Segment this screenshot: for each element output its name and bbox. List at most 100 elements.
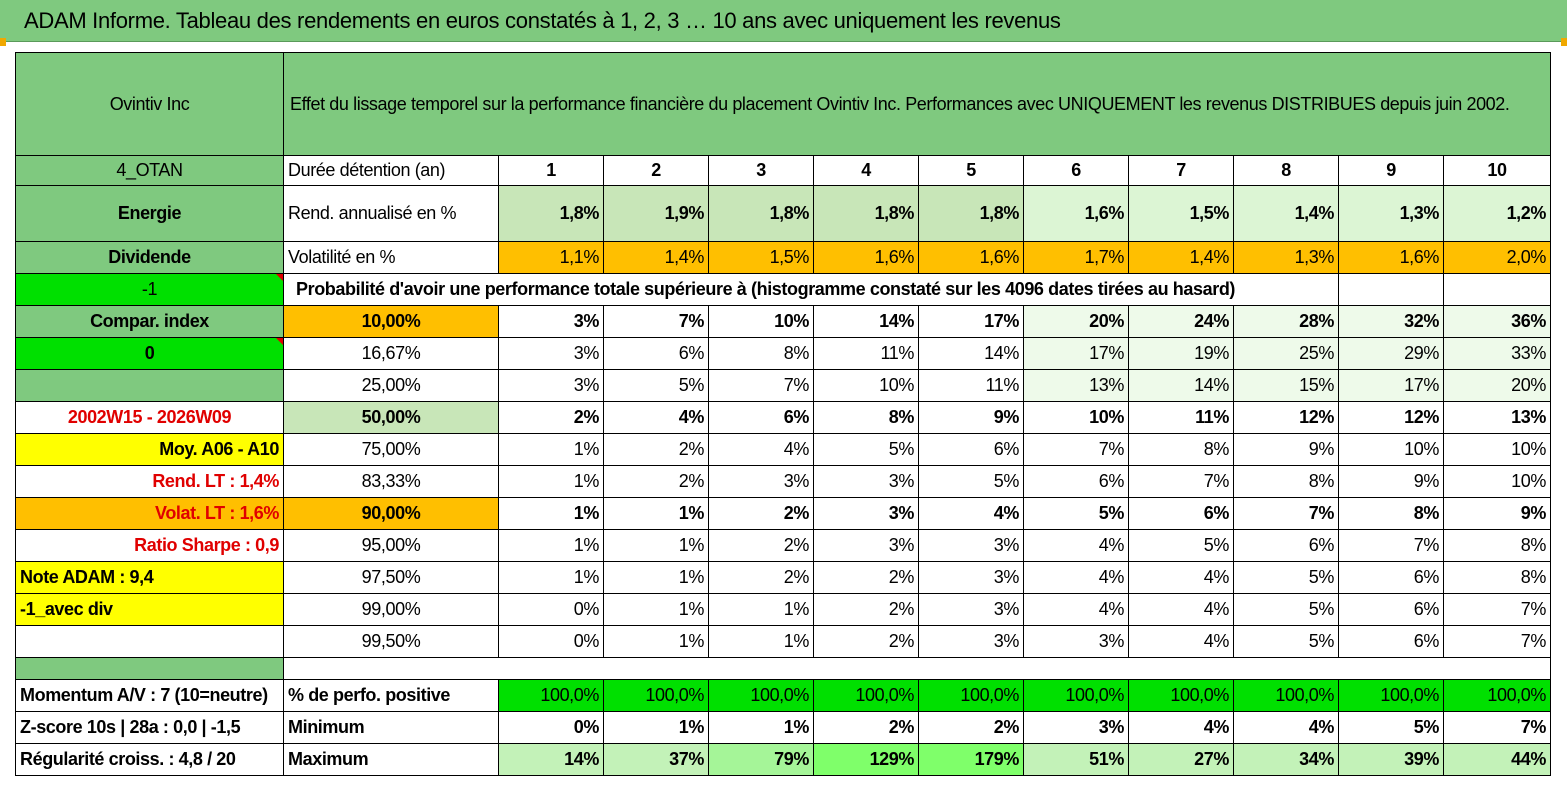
- proba-value: 11%: [813, 337, 919, 370]
- proba-value: 4%: [1023, 529, 1129, 562]
- rend-label: Rend. annualisé en %: [283, 185, 499, 242]
- maximum-value: 79%: [708, 743, 814, 776]
- proba-value: 7%: [1128, 465, 1234, 498]
- year-header: 9: [1338, 155, 1444, 186]
- proba-value: 2%: [603, 465, 709, 498]
- volat-value: 1,4%: [1128, 241, 1234, 274]
- perf-pos-value: 100,0%: [1023, 679, 1129, 712]
- minimum-value: 1%: [603, 711, 709, 744]
- rend-lt-label: Rend. LT : 1,4%: [15, 465, 284, 498]
- proba-value: 2%: [813, 625, 919, 658]
- rend-value: 1,8%: [918, 185, 1024, 242]
- proba-value: 29%: [1338, 337, 1444, 370]
- proba-label: Probabilité d'avoir une performance tota…: [283, 273, 1339, 306]
- proba-value: 9%: [918, 401, 1024, 434]
- proba-value: 2%: [708, 561, 814, 594]
- proba-threshold: 83,33%: [283, 465, 499, 498]
- proba-value: 5%: [918, 465, 1024, 498]
- proba-value: 17%: [1338, 369, 1444, 402]
- proba-value: 7%: [603, 305, 709, 338]
- proba-value: 25%: [1233, 337, 1339, 370]
- volat-lt-label: Volat. LT : 1,6%: [15, 497, 284, 530]
- maximum-value: 51%: [1023, 743, 1129, 776]
- proba-row: Ratio Sharpe : 0,9 95,00% 1% 1% 2% 3% 3% 4% 5% 6%…: [15, 529, 1551, 562]
- proba-value: 6%: [1338, 625, 1444, 658]
- year-header: 1: [498, 155, 604, 186]
- company-name: Ovintiv Inc: [15, 52, 284, 156]
- proba-value: 9%: [1338, 465, 1444, 498]
- perf-pos-value: 100,0%: [498, 679, 604, 712]
- proba-value: 2%: [708, 529, 814, 562]
- year-header: 10: [1443, 155, 1551, 186]
- maximum-label: Maximum: [283, 743, 499, 776]
- minimum-value: 2%: [918, 711, 1024, 744]
- minimum-value: 2%: [813, 711, 919, 744]
- rend-value: 1,3%: [1338, 185, 1444, 242]
- proba-value: 3%: [813, 465, 919, 498]
- type-label: Dividende: [15, 241, 284, 274]
- summary-row: Régularité croiss. : 4,8 / 20 Maximum 14% 3…: [15, 743, 1551, 776]
- perf-pos-label: % de perfo. positive: [283, 679, 499, 712]
- proba-value: 3%: [918, 561, 1024, 594]
- rend-value: 1,6%: [1023, 185, 1129, 242]
- proba-value: 20%: [1023, 305, 1129, 338]
- proba-value: 10%: [813, 369, 919, 402]
- proba-row: Volat. LT : 1,6% 90,00% 1% 1% 2% 3% 4% 5% 6% 7% 8%…: [15, 497, 1551, 530]
- proba-value: 2%: [813, 561, 919, 594]
- proba-value: 2%: [708, 497, 814, 530]
- volat-value: 1,7%: [1023, 241, 1129, 274]
- proba-value: 6%: [1023, 465, 1129, 498]
- avec-div-label: -1_avec div: [15, 593, 284, 626]
- volat-value: 1,4%: [603, 241, 709, 274]
- proba-value: 32%: [1338, 305, 1444, 338]
- proba-value: 10%: [1023, 401, 1129, 434]
- perf-pos-value: 100,0%: [1233, 679, 1339, 712]
- proba-threshold: 99,00%: [283, 593, 499, 626]
- proba-value: 15%: [1233, 369, 1339, 402]
- proba-threshold: 16,67%: [283, 337, 499, 370]
- proba-value: 8%: [1338, 497, 1444, 530]
- proba-value: 7%: [1233, 497, 1339, 530]
- proba-value: 8%: [1233, 465, 1339, 498]
- value-a: -1: [15, 273, 284, 306]
- year-header: 2: [603, 155, 709, 186]
- summary-row: Momentum A/V : 7 (10=neutre)% de perfo. …: [15, 679, 1551, 712]
- proba-value: 5%: [1233, 593, 1339, 626]
- proba-value: 14%: [813, 305, 919, 338]
- proba-value: 2%: [813, 593, 919, 626]
- volat-value: 1,6%: [918, 241, 1024, 274]
- proba-value: 17%: [1023, 337, 1129, 370]
- corner-marker-right: [1561, 38, 1567, 46]
- proba-value: 28%: [1233, 305, 1339, 338]
- proba-value: 2%: [603, 433, 709, 466]
- years-row: 4_OTAN Durée détention (an) 1 2 3 4 5 6 7 8 9 10: [15, 155, 1551, 186]
- proba-value: 6%: [1128, 497, 1234, 530]
- proba-value: 24%: [1128, 305, 1234, 338]
- proba-value: 5%: [603, 369, 709, 402]
- proba-value: 4%: [1128, 593, 1234, 626]
- minimum-label: Minimum: [283, 711, 499, 744]
- volat-value: 1,5%: [708, 241, 814, 274]
- maximum-value: 34%: [1233, 743, 1339, 776]
- proba-value: 3%: [918, 529, 1024, 562]
- minimum-value: 4%: [1233, 711, 1339, 744]
- minimum-value: 4%: [1128, 711, 1234, 744]
- proba-value: 4%: [1128, 625, 1234, 658]
- proba-value: 6%: [708, 401, 814, 434]
- rend-row: Energie Rend. annualisé en % 1,8% 1,9% 1,8…: [15, 185, 1551, 242]
- maximum-value: 37%: [603, 743, 709, 776]
- maximum-value: 27%: [1128, 743, 1234, 776]
- proba-value: 3%: [813, 497, 919, 530]
- minimum-value: 0%: [498, 711, 604, 744]
- proba-value: 1%: [708, 593, 814, 626]
- proba-row: -1_avec div 99,00% 0% 1% 1% 2% 3% 4% 4% 5% 6% 7%: [15, 593, 1551, 626]
- proba-threshold: 97,50%: [283, 561, 499, 594]
- minimum-value: 3%: [1023, 711, 1129, 744]
- proba-value: 12%: [1233, 401, 1339, 434]
- proba-value: 10%: [708, 305, 814, 338]
- proba-value: 1%: [498, 465, 604, 498]
- proba-row: 25,00% 3% 5% 7% 10% 11% 13% 14% 15% 17% 20%: [15, 369, 1551, 402]
- proba-value: 36%: [1443, 305, 1551, 338]
- proba-threshold: 90,00%: [283, 497, 499, 530]
- proba-value: 6%: [1338, 593, 1444, 626]
